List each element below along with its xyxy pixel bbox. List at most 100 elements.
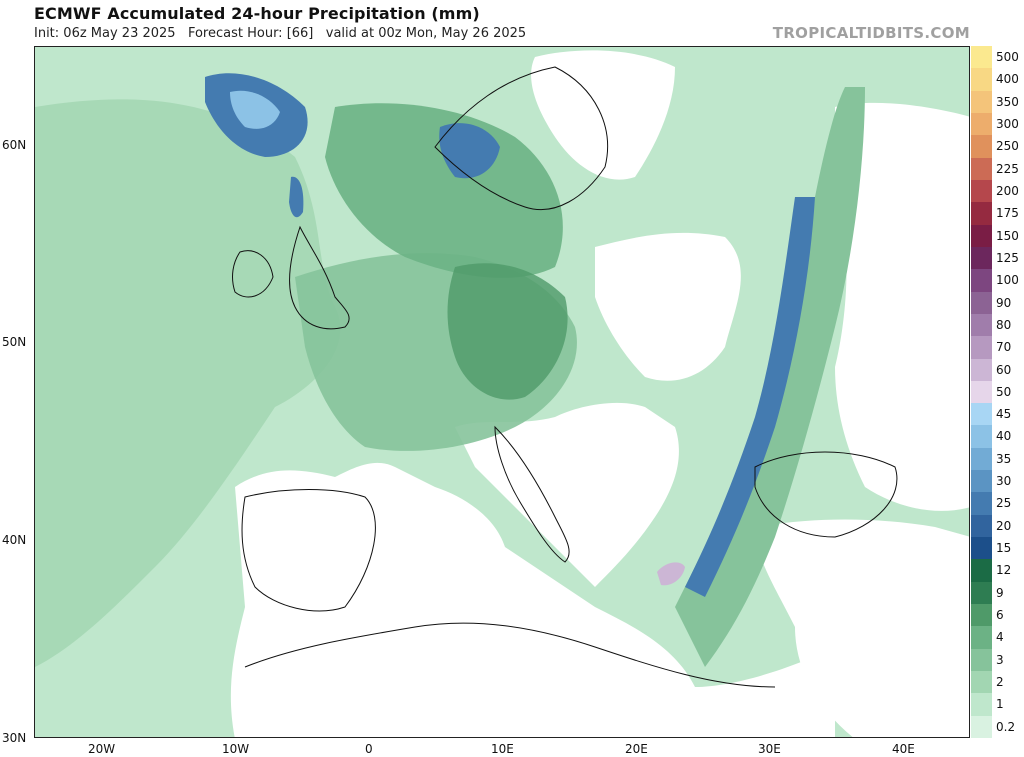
legend-label: 25 <box>996 496 1012 511</box>
precip-north-sea <box>325 103 563 278</box>
legend-swatch <box>971 626 992 649</box>
legend-label: 30 <box>996 474 1012 489</box>
legend-entry: 45 <box>971 403 1021 426</box>
legend-entry: 250 <box>971 135 1021 158</box>
legend-swatch <box>971 90 992 113</box>
legend-entry: 150 <box>971 224 1021 247</box>
coastline-italy <box>494 425 570 563</box>
legend-swatch <box>971 224 992 247</box>
legend-entry: 70 <box>971 336 1021 359</box>
lon-label-0: 0 <box>365 742 373 756</box>
legend-entry: 175 <box>971 202 1021 225</box>
legend-entry: 40 <box>971 425 1021 448</box>
legend-label: 0.2 <box>996 719 1016 734</box>
legend-label: 2 <box>996 675 1004 690</box>
legend-swatch <box>971 358 992 381</box>
legend-swatch <box>971 202 992 225</box>
legend-swatch <box>971 246 992 270</box>
legend-label: 80 <box>996 317 1012 332</box>
precip-eastern-band-heavy <box>685 197 815 597</box>
legend-entry: 125 <box>971 246 1021 270</box>
legend-swatch <box>971 470 992 493</box>
legend-entry: 1 <box>971 693 1021 716</box>
lon-label-20w: 20W <box>88 742 116 756</box>
precip-greece-peak <box>657 562 685 586</box>
legend-entry: 90 <box>971 291 1021 314</box>
coastline-ireland <box>232 250 274 298</box>
legend-swatch <box>971 581 992 605</box>
legend-label: 15 <box>996 541 1012 556</box>
legend-entry: 0.2 <box>971 715 1021 738</box>
legend-label: 90 <box>996 295 1012 310</box>
legend-entry: 300 <box>971 112 1021 136</box>
legend-entry: 200 <box>971 179 1021 203</box>
coastline-britain <box>289 225 350 330</box>
legend-entry: 20 <box>971 514 1021 538</box>
land-east-europe <box>595 232 741 381</box>
legend-swatch <box>971 693 992 716</box>
legend-swatch <box>971 269 992 292</box>
legend-swatch <box>971 559 992 582</box>
legend-label: 300 <box>996 116 1019 131</box>
legend-label: 9 <box>996 585 1004 600</box>
legend-entry: 25 <box>971 492 1021 515</box>
legend-label: 150 <box>996 228 1019 243</box>
lat-label-60n: 60N <box>2 138 27 152</box>
legend-entry: 2 <box>971 671 1021 694</box>
lat-label-50n: 50N <box>2 335 27 349</box>
legend-swatch <box>971 425 992 448</box>
map-canvas <box>35 47 969 737</box>
legend-entry: 4 <box>971 626 1021 649</box>
legend-swatch <box>971 380 992 404</box>
precipitation-map <box>34 46 970 738</box>
coastline-black-sea <box>754 451 898 538</box>
legend-swatch <box>971 447 992 471</box>
precip-scotland-cell <box>289 176 304 218</box>
legend-swatch <box>971 112 992 136</box>
legend-swatch <box>971 179 992 203</box>
legend-swatch <box>971 135 992 158</box>
lat-label-30n: 30N <box>2 731 27 745</box>
legend-entry: 400 <box>971 68 1021 91</box>
precip-iceland-core <box>230 90 280 129</box>
legend-label: 3 <box>996 652 1004 667</box>
legend-label: 175 <box>996 206 1019 221</box>
run-info: Init: 06z May 23 2025 Forecast Hour: [66… <box>34 26 527 41</box>
legend-swatch <box>971 157 992 180</box>
legend-entry: 225 <box>971 157 1021 180</box>
color-legend: 500 400 350 300 250 225 200 175 150 125 100 90 80 70 6… <box>971 46 1021 738</box>
legend-entry: 12 <box>971 559 1021 582</box>
coastline-scandinavia <box>434 66 609 211</box>
legend-swatch <box>971 336 992 359</box>
legend-entry: 350 <box>971 90 1021 113</box>
legend-swatch <box>971 46 992 69</box>
lon-label-30e: 30E <box>758 742 781 756</box>
legend-label: 40 <box>996 429 1012 444</box>
lon-label-20e: 20E <box>625 742 648 756</box>
legend-swatch <box>971 648 992 672</box>
legend-label: 50 <box>996 384 1012 399</box>
legend-label: 35 <box>996 451 1012 466</box>
brand-logo-text: TROPICALTIDBITS.COM <box>772 24 970 42</box>
lon-label-10e: 10E <box>491 742 514 756</box>
legend-entry: 3 <box>971 648 1021 672</box>
legend-label: 400 <box>996 72 1019 87</box>
legend-label: 200 <box>996 183 1019 198</box>
lon-label-40e: 40E <box>892 742 915 756</box>
legend-label: 1 <box>996 697 1004 712</box>
legend-label: 70 <box>996 340 1012 355</box>
land-scandinavia-north <box>531 50 675 180</box>
legend-swatch <box>971 68 992 91</box>
legend-entry: 35 <box>971 447 1021 471</box>
lat-label-40n: 40N <box>2 533 27 547</box>
legend-label: 500 <box>996 50 1019 64</box>
land-italy-balkans <box>455 402 679 587</box>
legend-entry: 15 <box>971 537 1021 560</box>
land-iberia-north-africa <box>230 462 835 737</box>
land-russia-east <box>835 102 969 511</box>
legend-entry: 30 <box>971 470 1021 493</box>
legend-swatch <box>971 604 992 627</box>
legend-label: 350 <box>996 94 1019 109</box>
legend-entry: 100 <box>971 269 1021 292</box>
atlantic-precip-band <box>35 99 341 667</box>
